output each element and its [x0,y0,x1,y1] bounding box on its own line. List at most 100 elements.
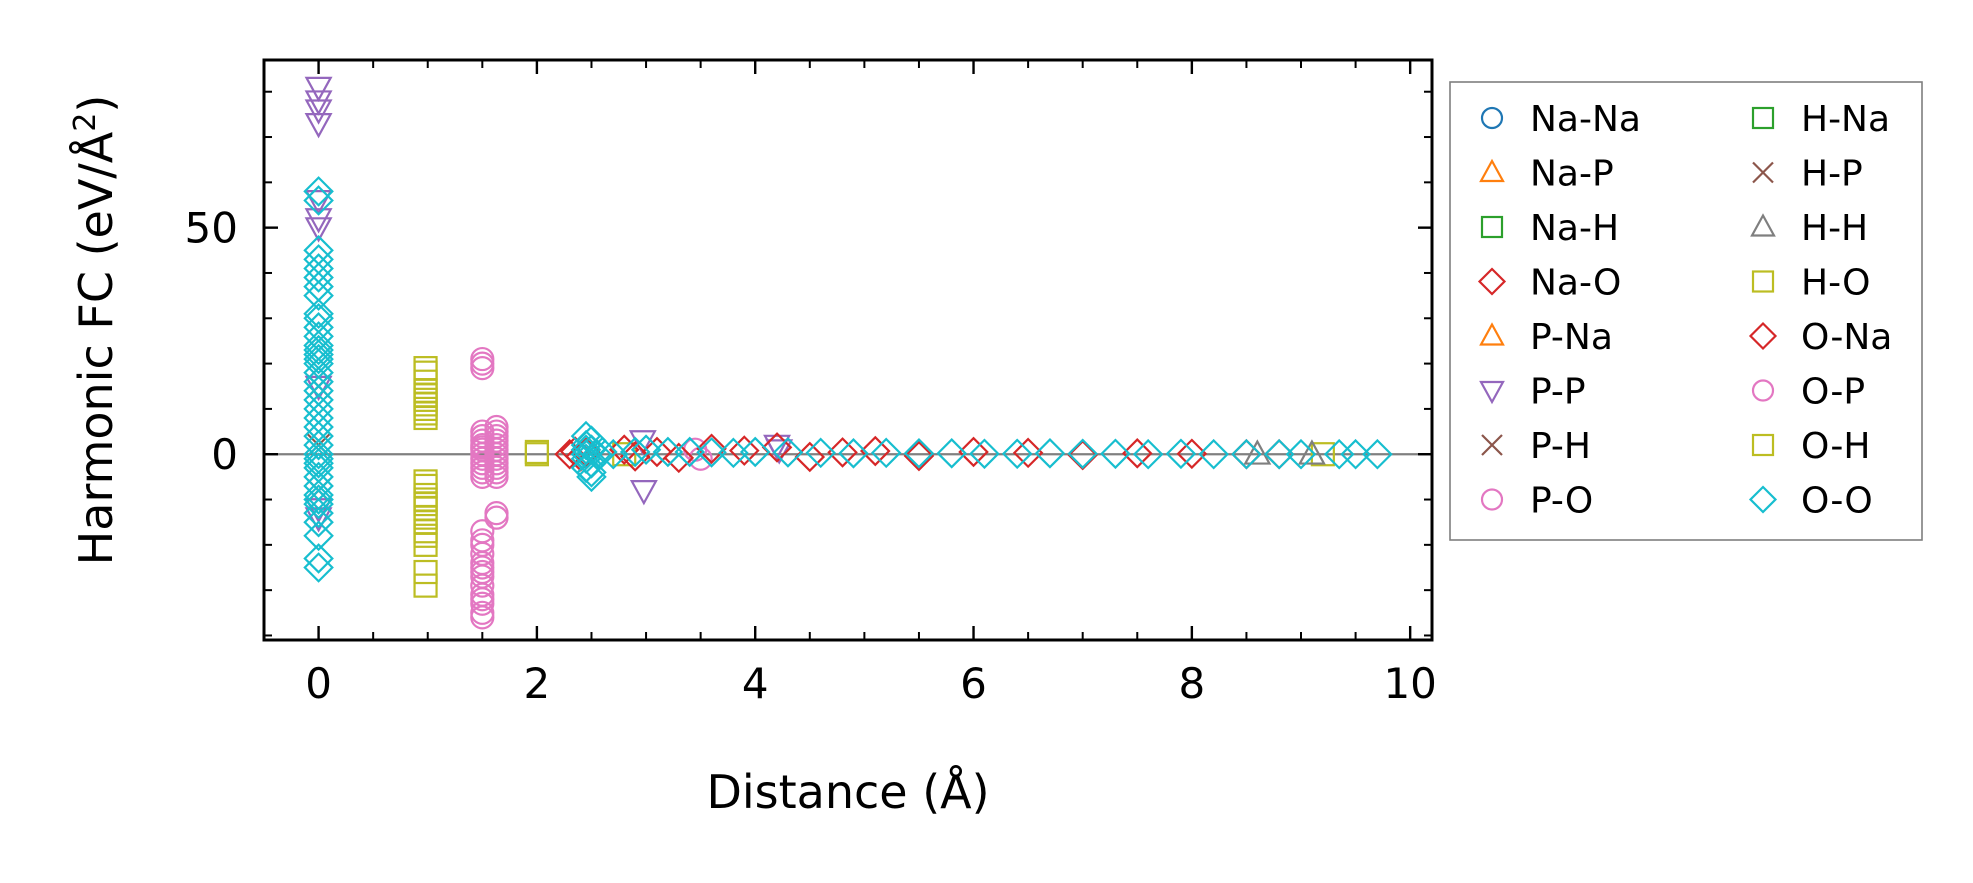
data-point [870,437,902,469]
legend-marker [1750,213,1776,237]
data-point [696,433,727,465]
legend-label: H-O [1801,263,1870,304]
data-point [765,439,794,465]
data-point [303,262,334,293]
legend-marker [1477,267,1507,296]
legend-marker [1751,379,1775,402]
data-point [470,351,495,376]
series-O-O [303,176,1393,583]
y-axis-label: Harmonic FC (eV/Å2) [68,95,123,566]
data-point [1243,439,1272,465]
legend-marker [1479,322,1505,346]
x-tick-label: 10 [1383,659,1436,708]
legend-marker [1752,161,1774,184]
data-point [304,90,333,116]
data-point [413,405,438,431]
legend-marker [1480,215,1504,239]
data-point [1001,438,1033,470]
data-point [303,402,334,434]
data-point [304,208,333,234]
legend: Na-Na Na-P Na-H Na-O P-Na P-P P-H P-O H-Na H-P H-H… [1449,81,1923,541]
plot-area [264,76,1432,630]
series-H-H [1243,439,1326,465]
data-point [827,437,858,468]
data-point [303,438,334,470]
data-point [936,438,968,469]
data-point [772,437,804,468]
legend-label: O-P [1801,372,1865,413]
data-point [576,457,607,488]
data-point [303,520,334,552]
data-point [1176,438,1208,470]
data-point [1310,442,1335,467]
data-point [470,605,495,630]
data-point [304,217,333,243]
data-point [470,356,495,381]
series-H-O [413,356,1335,598]
data-point [303,429,334,461]
data-point [1165,438,1197,470]
data-point [470,573,495,598]
data-point [413,392,438,417]
data-point [718,437,749,469]
legend-marker [1479,380,1505,405]
legend-label: Na-P [1530,154,1614,195]
data-point [303,343,334,375]
data-point [1231,438,1262,470]
data-point [576,447,607,479]
legend-marker [1481,434,1503,456]
data-point [1067,438,1098,470]
legend-entry: P-Na [1479,317,1613,358]
legend-marker [1751,270,1775,293]
data-point [652,436,684,468]
x-tick-label: 4 [742,659,769,708]
data-point [303,271,334,302]
data-point [1012,437,1044,469]
data-point [619,436,651,468]
data-point [587,436,618,468]
x-tick-label: 6 [960,659,987,708]
data-point [663,442,695,474]
legend-label: O-O [1801,481,1873,522]
legend-entry: H-H [1750,208,1868,249]
data-point [1297,439,1326,465]
data-point [484,505,509,530]
legend-marker [1480,106,1504,130]
data-point [1198,438,1229,470]
legend-marker [1748,485,1778,514]
data-point [303,334,334,366]
data-point [484,501,509,526]
x-tick-label: 8 [1178,659,1205,708]
legend-entry: O-Na [1748,317,1892,358]
legend-label: H-H [1801,208,1868,249]
x-axis-label: Distance (Å) [706,765,989,819]
data-point [1285,438,1317,470]
data-point [630,434,662,465]
data-point [576,461,607,493]
data-point [1132,438,1164,470]
data-point [303,488,334,520]
legend-marker [1480,488,1504,511]
data-point [674,436,706,468]
data-point [739,436,771,468]
data-point [903,440,935,472]
data-point [413,519,438,544]
legend-entry: Na-P [1479,154,1614,195]
legend-marker [1479,158,1505,183]
data-point [859,435,891,467]
data-point [304,190,333,216]
data-point [761,432,793,463]
data-point [303,497,334,529]
legend-label: P-O [1530,481,1593,522]
legend-label: Na-O [1530,263,1621,304]
data-point [413,496,438,521]
data-point [413,356,438,381]
data-point [303,447,334,479]
legend-label: Na-Na [1530,99,1641,140]
legend-marker [1751,106,1775,130]
legend-entry: H-Na [1751,99,1890,140]
data-point [1100,438,1131,470]
data-point [629,480,658,506]
legend-label: P-H [1530,426,1591,467]
